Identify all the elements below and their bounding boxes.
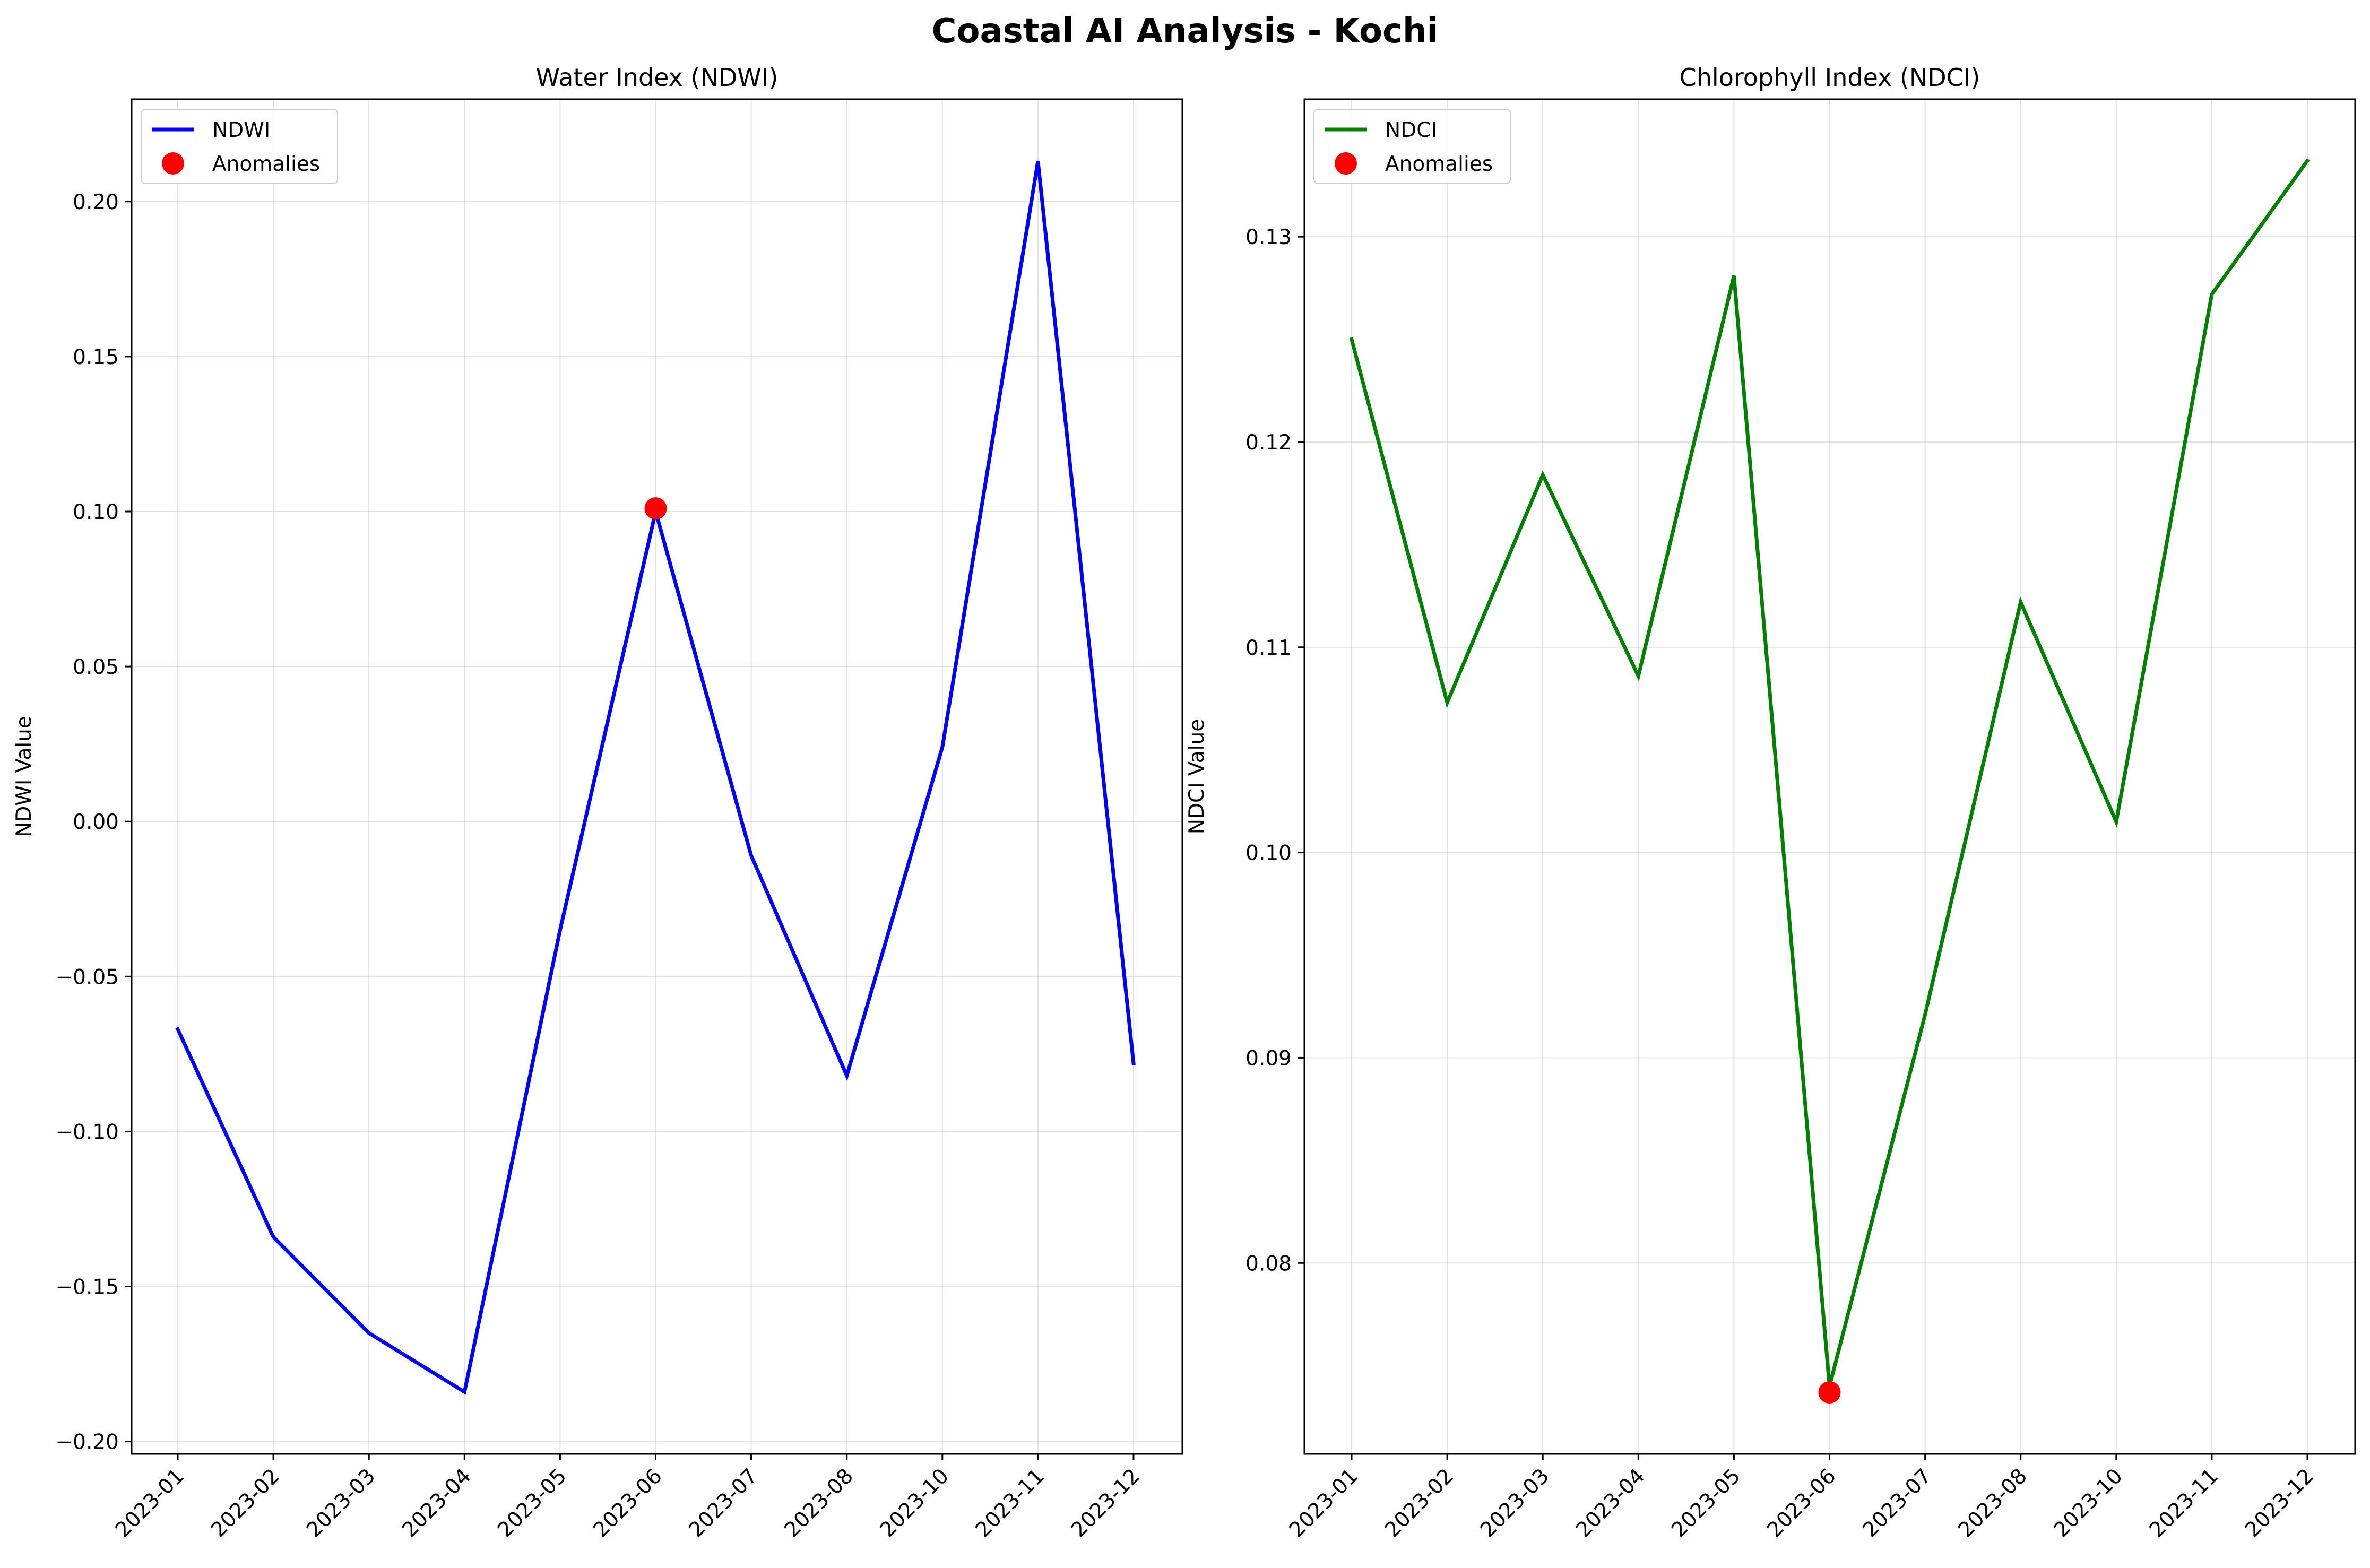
ndwi-y-tick-label: 0.00	[73, 810, 119, 834]
ndci-anomaly-point	[1818, 1381, 1841, 1404]
ndci-y-tick-label: 0.10	[1245, 842, 1292, 865]
ndwi-chart: −0.20 −0.15 −0.10 −0.05 0.00 0.05 0.10 0.15 0.20…	[12, 63, 1183, 1542]
ndci-y-tick-label: 0.12	[1245, 431, 1292, 455]
ndwi-legend-series-label: NDWI	[212, 118, 270, 142]
ndci-y-tick-label: 0.11	[1245, 636, 1292, 660]
ndci-chart-title: Chlorophyll Index (NDCI)	[1680, 63, 1980, 92]
ndwi-y-tick-label: 0.10	[73, 500, 119, 524]
ndci-y-tick-label: 0.08	[1245, 1252, 1292, 1276]
ndwi-plot-area	[132, 99, 1182, 1454]
ndwi-y-tick-label: 0.15	[73, 345, 119, 369]
ndwi-legend-anomaly-swatch	[162, 152, 184, 175]
ndwi-y-tick-label: −0.05	[55, 965, 119, 989]
ndci-y-tick-label: 0.13	[1245, 226, 1292, 249]
ndci-plot-area	[1304, 99, 2355, 1454]
ndwi-legend: NDWI Anomalies	[141, 109, 338, 184]
ndwi-y-tick-label: 0.20	[73, 190, 119, 214]
ndwi-y-tick-label: 0.05	[73, 655, 119, 679]
ndwi-y-tick-label: −0.15	[55, 1276, 119, 1300]
ndwi-axes-frame	[131, 98, 1183, 1455]
ndci-legend: NDCI Anomalies	[1313, 109, 1511, 184]
ndwi-legend-anomaly-label: Anomalies	[212, 152, 320, 176]
ndwi-y-tick-label: −0.10	[55, 1120, 119, 1144]
ndci-legend-anomaly-swatch	[1335, 152, 1357, 175]
figure-title: Coastal AI Analysis - Kochi	[932, 12, 1439, 51]
ndwi-y-axis-label: NDWI Value	[12, 716, 36, 837]
ndci-y-axis-label: NDCI Value	[1185, 719, 1209, 834]
ndwi-anomaly-point	[644, 497, 667, 520]
ndci-legend-series-label: NDCI	[1385, 118, 1437, 142]
ndwi-y-tick-label: −0.20	[55, 1431, 119, 1454]
ndci-legend-anomaly-label: Anomalies	[1385, 152, 1493, 176]
ndci-y-tick-label: 0.09	[1245, 1046, 1292, 1070]
ndwi-chart-title: Water Index (NDWI)	[536, 63, 779, 92]
